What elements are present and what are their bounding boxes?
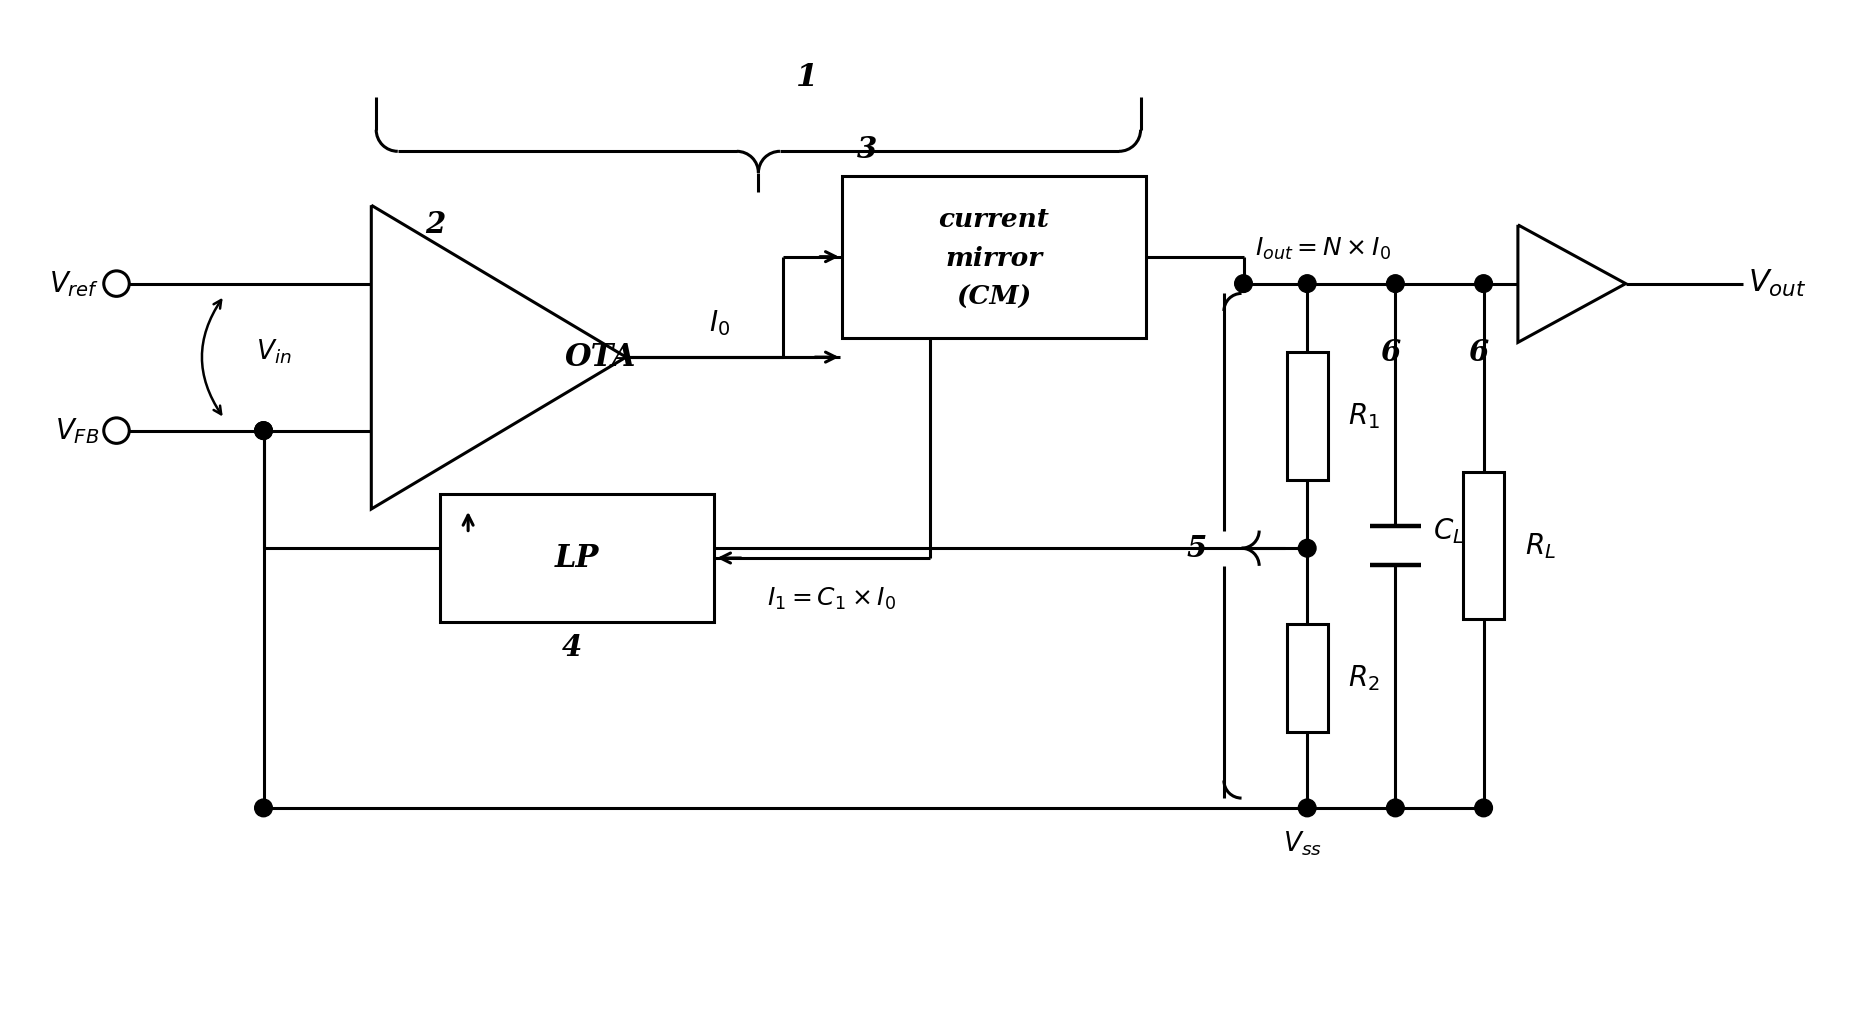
Text: $R_1$: $R_1$ bbox=[1349, 401, 1380, 431]
Bar bbox=[1286, 625, 1328, 732]
Circle shape bbox=[255, 422, 272, 439]
Circle shape bbox=[104, 271, 130, 297]
Text: $C_L$: $C_L$ bbox=[1432, 517, 1463, 546]
Text: $I_1 = C_1 \times I_0$: $I_1 = C_1 \times I_0$ bbox=[768, 586, 897, 611]
Bar bbox=[842, 176, 1145, 337]
Text: $R_L$: $R_L$ bbox=[1524, 531, 1556, 560]
Text: $I_0$: $I_0$ bbox=[709, 308, 729, 337]
Circle shape bbox=[255, 422, 272, 439]
Text: mirror: mirror bbox=[945, 247, 1042, 271]
Text: $V_{ss}$: $V_{ss}$ bbox=[1282, 829, 1321, 858]
Circle shape bbox=[1474, 799, 1493, 817]
Text: current: current bbox=[938, 207, 1049, 232]
Text: 1: 1 bbox=[796, 61, 818, 93]
Circle shape bbox=[255, 799, 272, 817]
Circle shape bbox=[104, 418, 130, 443]
Bar bbox=[440, 494, 714, 622]
Text: $V_{FB}$: $V_{FB}$ bbox=[54, 416, 98, 445]
Bar bbox=[1286, 353, 1328, 480]
Text: 6: 6 bbox=[1469, 337, 1489, 367]
Text: OTA: OTA bbox=[564, 341, 636, 373]
Text: $V_{ref}$: $V_{ref}$ bbox=[48, 269, 98, 299]
Text: LP: LP bbox=[555, 542, 599, 574]
Text: $R_2$: $R_2$ bbox=[1349, 663, 1380, 693]
Circle shape bbox=[1299, 799, 1315, 817]
Text: $V_{out}$: $V_{out}$ bbox=[1748, 268, 1807, 300]
Text: 6: 6 bbox=[1380, 337, 1400, 367]
Text: $I_{out}=N\times I_0$: $I_{out}=N\times I_0$ bbox=[1256, 235, 1391, 262]
Text: 5: 5 bbox=[1186, 534, 1206, 562]
Circle shape bbox=[1234, 275, 1252, 292]
Text: 2: 2 bbox=[426, 210, 446, 239]
Circle shape bbox=[1474, 275, 1493, 292]
Text: $V_{in}$: $V_{in}$ bbox=[255, 338, 290, 367]
Text: 3: 3 bbox=[857, 136, 877, 164]
Circle shape bbox=[1299, 275, 1315, 292]
Bar bbox=[1463, 472, 1504, 620]
Text: 4: 4 bbox=[562, 634, 583, 662]
Circle shape bbox=[1388, 275, 1404, 292]
Circle shape bbox=[1388, 799, 1404, 817]
Text: (CM): (CM) bbox=[956, 285, 1030, 311]
Circle shape bbox=[1299, 539, 1315, 557]
